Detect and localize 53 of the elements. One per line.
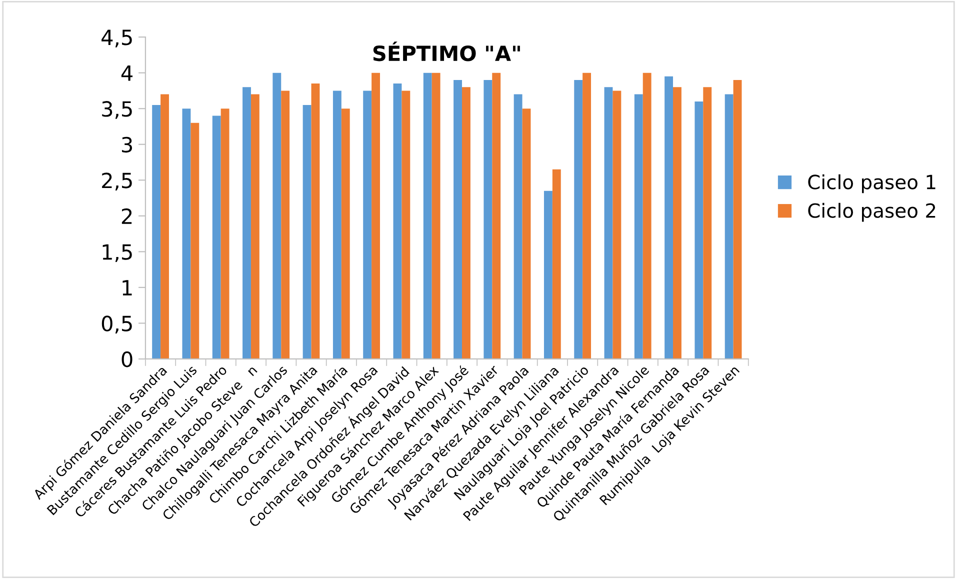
- bar: [152, 105, 161, 359]
- legend-label: Ciclo paseo 1: [808, 174, 936, 194]
- bar: [604, 87, 613, 359]
- bar: [281, 90, 290, 359]
- bar: [634, 94, 643, 359]
- bar: [250, 94, 260, 359]
- bar: [423, 72, 432, 359]
- bar: [694, 101, 704, 359]
- bar: [544, 190, 552, 359]
- bar: [664, 76, 674, 359]
- y-tick-label: 4,5: [102, 30, 132, 48]
- bar: [402, 90, 410, 359]
- bar: [514, 94, 522, 359]
- bar: [212, 116, 221, 359]
- bar: [582, 72, 592, 359]
- bar: [703, 87, 712, 359]
- bar: [552, 169, 561, 359]
- bar: [484, 80, 492, 359]
- bar: [612, 90, 622, 359]
- bar: [454, 80, 462, 359]
- chart-title: SÉPTIMO "A": [373, 42, 520, 62]
- bar: [522, 108, 531, 359]
- bar: [272, 72, 282, 359]
- y-tick-label: 2: [122, 208, 132, 224]
- bar: [432, 72, 440, 359]
- y-tick-label: 3,5: [102, 101, 132, 119]
- y-tick-label: 0: [122, 351, 132, 368]
- y-tick-label: 1,5: [102, 244, 132, 262]
- y-tick-label: 0,5: [102, 316, 132, 334]
- bar: [574, 80, 583, 359]
- y-tick-label: 2,5: [102, 172, 132, 190]
- bar: [372, 72, 380, 359]
- bar: [160, 94, 169, 359]
- bar: [341, 108, 350, 359]
- bar: [363, 90, 372, 359]
- bar: [642, 72, 652, 359]
- bar: [733, 80, 742, 359]
- bar: [724, 94, 734, 359]
- y-tick-label: 4: [121, 66, 132, 81]
- legend-label: Ciclo paseo 2: [808, 202, 936, 222]
- bar: [182, 108, 191, 359]
- y-tick-label: 1: [122, 280, 132, 296]
- bar: [492, 72, 501, 359]
- bar: [242, 87, 251, 359]
- bar: [302, 105, 312, 359]
- bar: [462, 87, 470, 359]
- bar: [311, 84, 320, 359]
- bar: [332, 90, 342, 359]
- bar: [190, 122, 200, 359]
- bar: [220, 108, 230, 359]
- y-tick-label: 3: [122, 136, 132, 153]
- bar: [393, 84, 402, 359]
- bar: [673, 87, 682, 359]
